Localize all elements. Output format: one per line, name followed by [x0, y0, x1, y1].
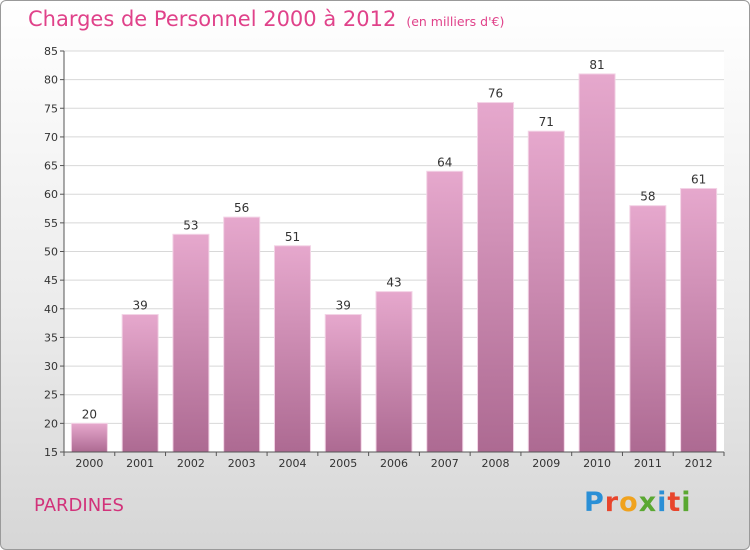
x-tick-label-2000: 2000: [75, 457, 103, 470]
bar-2003: [223, 216, 261, 453]
y-tick-label: 45: [44, 274, 58, 287]
data-label-2002: 53: [183, 218, 198, 232]
y-tick-label: 75: [44, 102, 58, 115]
data-label-2004: 51: [285, 230, 300, 244]
data-label-2008: 76: [488, 87, 503, 101]
logo-letter: P: [584, 487, 605, 518]
bar-2004: [273, 245, 311, 453]
data-label-2001: 39: [133, 299, 148, 313]
data-label-2006: 43: [386, 276, 401, 290]
data-label-2007: 64: [437, 155, 452, 169]
logo-letter: r: [604, 487, 620, 518]
x-tick-label-2009: 2009: [532, 457, 560, 470]
y-tick-label: 40: [44, 303, 58, 316]
y-tick-label: 20: [44, 417, 58, 430]
y-tick-label: 25: [44, 389, 58, 402]
logo-letter: o: [619, 487, 639, 518]
y-tick-label: 60: [44, 188, 58, 201]
bar-2011: [629, 205, 667, 453]
y-tick-label: 15: [44, 446, 58, 459]
y-tick-label: 50: [44, 246, 58, 259]
x-tick-label-2011: 2011: [634, 457, 662, 470]
bar-2010: [578, 73, 616, 453]
data-label-2009: 71: [539, 115, 554, 129]
bar-2006: [375, 291, 413, 453]
logo-letter: i: [681, 487, 692, 518]
chart-unit: (en milliers d'€): [406, 14, 505, 29]
data-label-2010: 81: [589, 58, 604, 72]
bar-2012: [680, 187, 718, 453]
x-tick-label-2007: 2007: [431, 457, 459, 470]
x-tick-label-2003: 2003: [228, 457, 256, 470]
x-tick-label-2005: 2005: [329, 457, 357, 470]
data-label-2005: 39: [336, 299, 351, 313]
chart-title-block: Charges de Personnel 2000 à 2012 (en mill…: [28, 7, 504, 31]
proxiti-logo: Proxiti: [584, 487, 692, 518]
y-tick-label: 55: [44, 217, 58, 230]
y-tick-label: 65: [44, 160, 58, 173]
x-tick-label-2010: 2010: [583, 457, 611, 470]
y-tick-label: 70: [44, 131, 58, 144]
chart-title: Charges de Personnel 2000 à 2012: [28, 7, 397, 31]
bar-2008: [477, 102, 515, 453]
bar-2000: [70, 422, 108, 453]
x-tick-label-2004: 2004: [278, 457, 306, 470]
x-tick-label-2002: 2002: [177, 457, 205, 470]
x-tick-label-2012: 2012: [685, 457, 713, 470]
data-label-2012: 61: [691, 172, 706, 186]
logo-letter: x: [638, 487, 658, 518]
bar-2009: [527, 130, 565, 453]
data-label-2011: 58: [640, 190, 655, 204]
town-name: PARDINES: [34, 495, 124, 516]
bar-2005: [324, 314, 362, 453]
logo-letter: i: [657, 487, 668, 518]
data-label-2000: 20: [82, 407, 97, 421]
y-tick-label: 30: [44, 360, 58, 373]
bar-2007: [426, 170, 464, 453]
x-tick-label-2001: 2001: [126, 457, 154, 470]
data-label-2003: 56: [234, 201, 249, 215]
logo-letter: t: [667, 487, 682, 518]
bar-2002: [172, 233, 210, 453]
y-tick-label: 80: [44, 74, 58, 87]
y-tick-label: 35: [44, 331, 58, 344]
x-tick-label-2006: 2006: [380, 457, 408, 470]
bar-2001: [121, 314, 159, 453]
x-tick-label-2008: 2008: [482, 457, 510, 470]
y-tick-label: 85: [44, 45, 58, 58]
